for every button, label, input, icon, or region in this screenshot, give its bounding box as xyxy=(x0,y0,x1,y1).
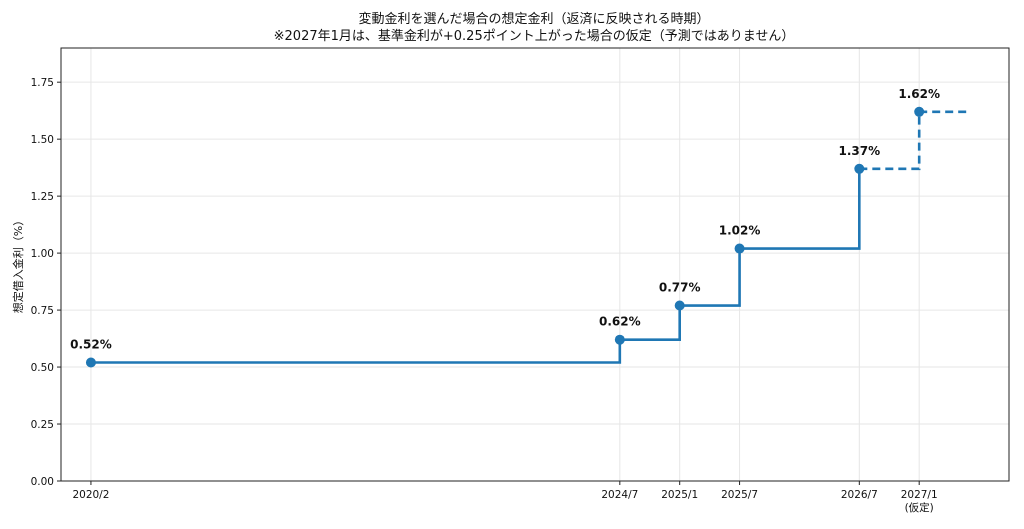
data-label: 1.62% xyxy=(898,87,940,101)
y-axis: 0.00 0.25 0.50 0.75 1.00 1.25 1.50 1.75 xyxy=(31,77,61,488)
data-label: 1.02% xyxy=(719,224,761,238)
data-point xyxy=(734,243,745,254)
x-tick-label: 2024/7 xyxy=(601,489,638,501)
plot-frame xyxy=(60,47,1010,482)
series-rate xyxy=(85,106,970,368)
x-tick-sublabel: (仮定) xyxy=(905,501,934,514)
x-tick-label: 2025/7 xyxy=(721,489,758,501)
x-tick-label: 2027/1 xyxy=(901,489,938,501)
grid-lines xyxy=(61,48,1009,482)
data-label: 0.77% xyxy=(659,281,701,295)
chart-subtitle: ※2027年1月は、基準金利が+0.25ポイント上がった場合の仮定（予測ではあり… xyxy=(274,28,795,44)
data-point xyxy=(854,163,865,174)
y-tick-label: 1.25 xyxy=(31,191,54,203)
chart-title: 変動金利を選んだ場合の想定金利（返済に反映される時期） xyxy=(358,11,709,27)
data-label: 1.37% xyxy=(838,144,880,158)
y-tick-label: 0.50 xyxy=(31,362,54,374)
data-point xyxy=(85,357,96,368)
y-axis-label: 想定借入金利（%） xyxy=(11,215,25,313)
data-labels: 0.52% 0.62% 0.77% 1.02% 1.37% 1.62% xyxy=(70,87,940,352)
y-tick-label: 0.25 xyxy=(31,419,54,431)
x-axis: 2020/2 2024/7 2025/1 2025/7 2026/7 2027/1(仮定) xyxy=(72,481,938,514)
y-tick-label: 0.00 xyxy=(31,476,54,488)
x-tick-label: 2026/7 xyxy=(841,489,878,501)
x-tick-label: 2020/2 xyxy=(72,489,109,501)
data-point xyxy=(674,300,685,311)
data-label: 0.62% xyxy=(599,315,641,329)
series-line-dashed xyxy=(859,110,970,171)
y-tick-label: 1.50 xyxy=(31,134,54,146)
series-line-solid xyxy=(90,168,861,364)
data-label: 0.52% xyxy=(70,337,112,351)
y-tick-label: 1.00 xyxy=(31,248,54,260)
data-point xyxy=(914,106,925,117)
y-tick-label: 1.75 xyxy=(31,77,54,89)
x-tick-label: 2025/1 xyxy=(661,489,698,501)
data-point xyxy=(614,334,625,345)
y-tick-label: 0.75 xyxy=(31,305,54,317)
